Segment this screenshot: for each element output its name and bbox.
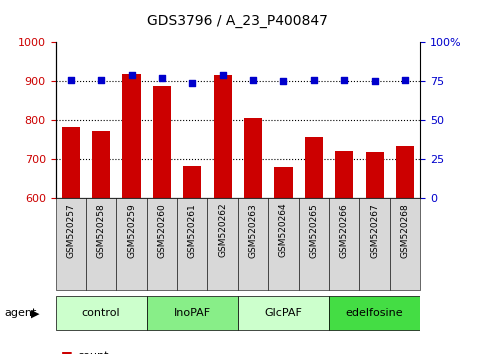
FancyBboxPatch shape — [56, 198, 86, 290]
Text: ■: ■ — [60, 349, 72, 354]
Text: GSM520257: GSM520257 — [66, 203, 75, 258]
Text: GDS3796 / A_23_P400847: GDS3796 / A_23_P400847 — [147, 14, 328, 28]
Text: agent: agent — [5, 308, 37, 318]
Bar — [335, 151, 354, 198]
FancyBboxPatch shape — [147, 198, 177, 290]
Point — [67, 77, 74, 83]
FancyBboxPatch shape — [390, 198, 420, 290]
FancyBboxPatch shape — [86, 198, 116, 290]
FancyBboxPatch shape — [298, 198, 329, 290]
Text: GSM520263: GSM520263 — [249, 203, 257, 258]
Point — [97, 77, 105, 83]
Bar — [183, 166, 201, 198]
Point — [310, 77, 318, 83]
FancyBboxPatch shape — [238, 296, 329, 330]
Text: control: control — [82, 308, 120, 318]
FancyBboxPatch shape — [147, 296, 238, 330]
Point — [219, 72, 227, 78]
Text: GSM520261: GSM520261 — [188, 203, 197, 258]
Point — [341, 77, 348, 83]
Point — [280, 79, 287, 84]
FancyBboxPatch shape — [116, 198, 147, 290]
FancyBboxPatch shape — [329, 296, 420, 330]
Bar — [244, 118, 262, 198]
Text: GSM520266: GSM520266 — [340, 203, 349, 258]
Bar — [366, 152, 384, 198]
Bar — [213, 75, 232, 198]
Text: GSM520260: GSM520260 — [157, 203, 167, 258]
Bar — [153, 86, 171, 198]
FancyBboxPatch shape — [56, 296, 147, 330]
Text: GSM520258: GSM520258 — [97, 203, 106, 258]
Text: GlcPAF: GlcPAF — [265, 308, 302, 318]
Text: GSM520259: GSM520259 — [127, 203, 136, 258]
Point — [249, 77, 257, 83]
Text: InoPAF: InoPAF — [174, 308, 211, 318]
FancyBboxPatch shape — [177, 198, 208, 290]
FancyBboxPatch shape — [329, 198, 359, 290]
Text: count: count — [77, 351, 109, 354]
Point — [128, 72, 135, 78]
FancyBboxPatch shape — [359, 198, 390, 290]
Text: GSM520265: GSM520265 — [309, 203, 318, 258]
Bar — [122, 74, 141, 198]
Text: edelfosine: edelfosine — [346, 308, 403, 318]
FancyBboxPatch shape — [268, 198, 298, 290]
FancyBboxPatch shape — [238, 198, 268, 290]
Bar — [62, 127, 80, 198]
Point — [371, 79, 379, 84]
FancyBboxPatch shape — [208, 198, 238, 290]
Point — [158, 75, 166, 81]
Bar — [396, 147, 414, 198]
Bar — [92, 131, 110, 198]
Text: GSM520262: GSM520262 — [218, 203, 227, 257]
Text: GSM520268: GSM520268 — [400, 203, 410, 258]
Bar — [274, 167, 293, 198]
Point — [401, 77, 409, 83]
Text: GSM520267: GSM520267 — [370, 203, 379, 258]
Text: GSM520264: GSM520264 — [279, 203, 288, 257]
Bar — [305, 137, 323, 198]
Text: ▶: ▶ — [31, 308, 40, 318]
Point — [188, 80, 196, 86]
